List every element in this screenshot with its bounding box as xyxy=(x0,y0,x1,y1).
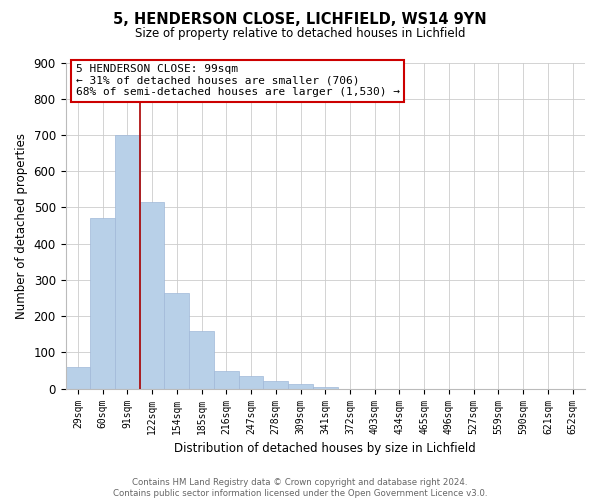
Bar xyxy=(288,384,313,388)
Y-axis label: Number of detached properties: Number of detached properties xyxy=(15,132,28,318)
Text: Size of property relative to detached houses in Lichfield: Size of property relative to detached ho… xyxy=(135,28,465,40)
Text: 5, HENDERSON CLOSE, LICHFIELD, WS14 9YN: 5, HENDERSON CLOSE, LICHFIELD, WS14 9YN xyxy=(113,12,487,28)
Bar xyxy=(65,367,90,388)
Bar xyxy=(313,387,338,388)
Bar xyxy=(115,135,140,388)
Bar xyxy=(214,372,239,388)
Text: Contains HM Land Registry data © Crown copyright and database right 2024.
Contai: Contains HM Land Registry data © Crown c… xyxy=(113,478,487,498)
Text: 5 HENDERSON CLOSE: 99sqm
← 31% of detached houses are smaller (706)
68% of semi-: 5 HENDERSON CLOSE: 99sqm ← 31% of detach… xyxy=(76,64,400,98)
Bar xyxy=(189,330,214,388)
Bar xyxy=(164,292,189,388)
Bar xyxy=(140,202,164,388)
Bar xyxy=(263,382,288,388)
Bar xyxy=(239,376,263,388)
X-axis label: Distribution of detached houses by size in Lichfield: Distribution of detached houses by size … xyxy=(175,442,476,455)
Bar xyxy=(90,218,115,388)
